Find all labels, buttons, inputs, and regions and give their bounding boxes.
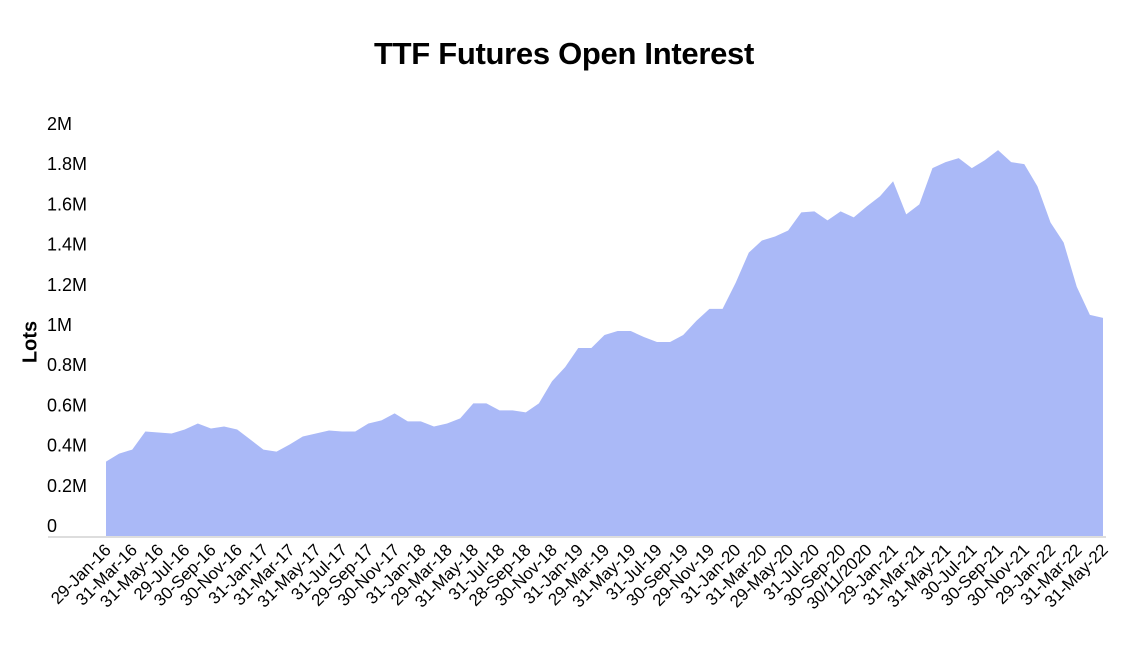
x-tick-labels: 29-Jan-1631-Mar-1631-May-1629-Jul-1630-S…: [47, 540, 1112, 613]
y-tick-label: 1.2M: [47, 275, 87, 295]
area-series-0: [106, 150, 1103, 536]
y-tick-label: 0.2M: [47, 476, 87, 496]
y-tick-label: 1M: [47, 315, 72, 335]
y-tick-label: 2M: [47, 114, 72, 134]
series-layer: [106, 150, 1103, 536]
y-tick-label: 1.6M: [47, 194, 87, 214]
y-tick-label: 0.4M: [47, 436, 87, 456]
y-tick-label: 0.8M: [47, 355, 87, 375]
y-tick-label: 1.8M: [47, 154, 87, 174]
y-tick-labels: 0 0.2M 0.4M 0.6M 0.8M 1M 1.2M 1.4M 1.6M 1.8M 2M: [47, 114, 87, 536]
y-tick-label: 0.6M: [47, 395, 87, 415]
y-tick-label: 1.4M: [47, 235, 87, 255]
chart-title: TTF Futures Open Interest: [373, 36, 755, 71]
y-tick-label: 0: [47, 516, 57, 536]
